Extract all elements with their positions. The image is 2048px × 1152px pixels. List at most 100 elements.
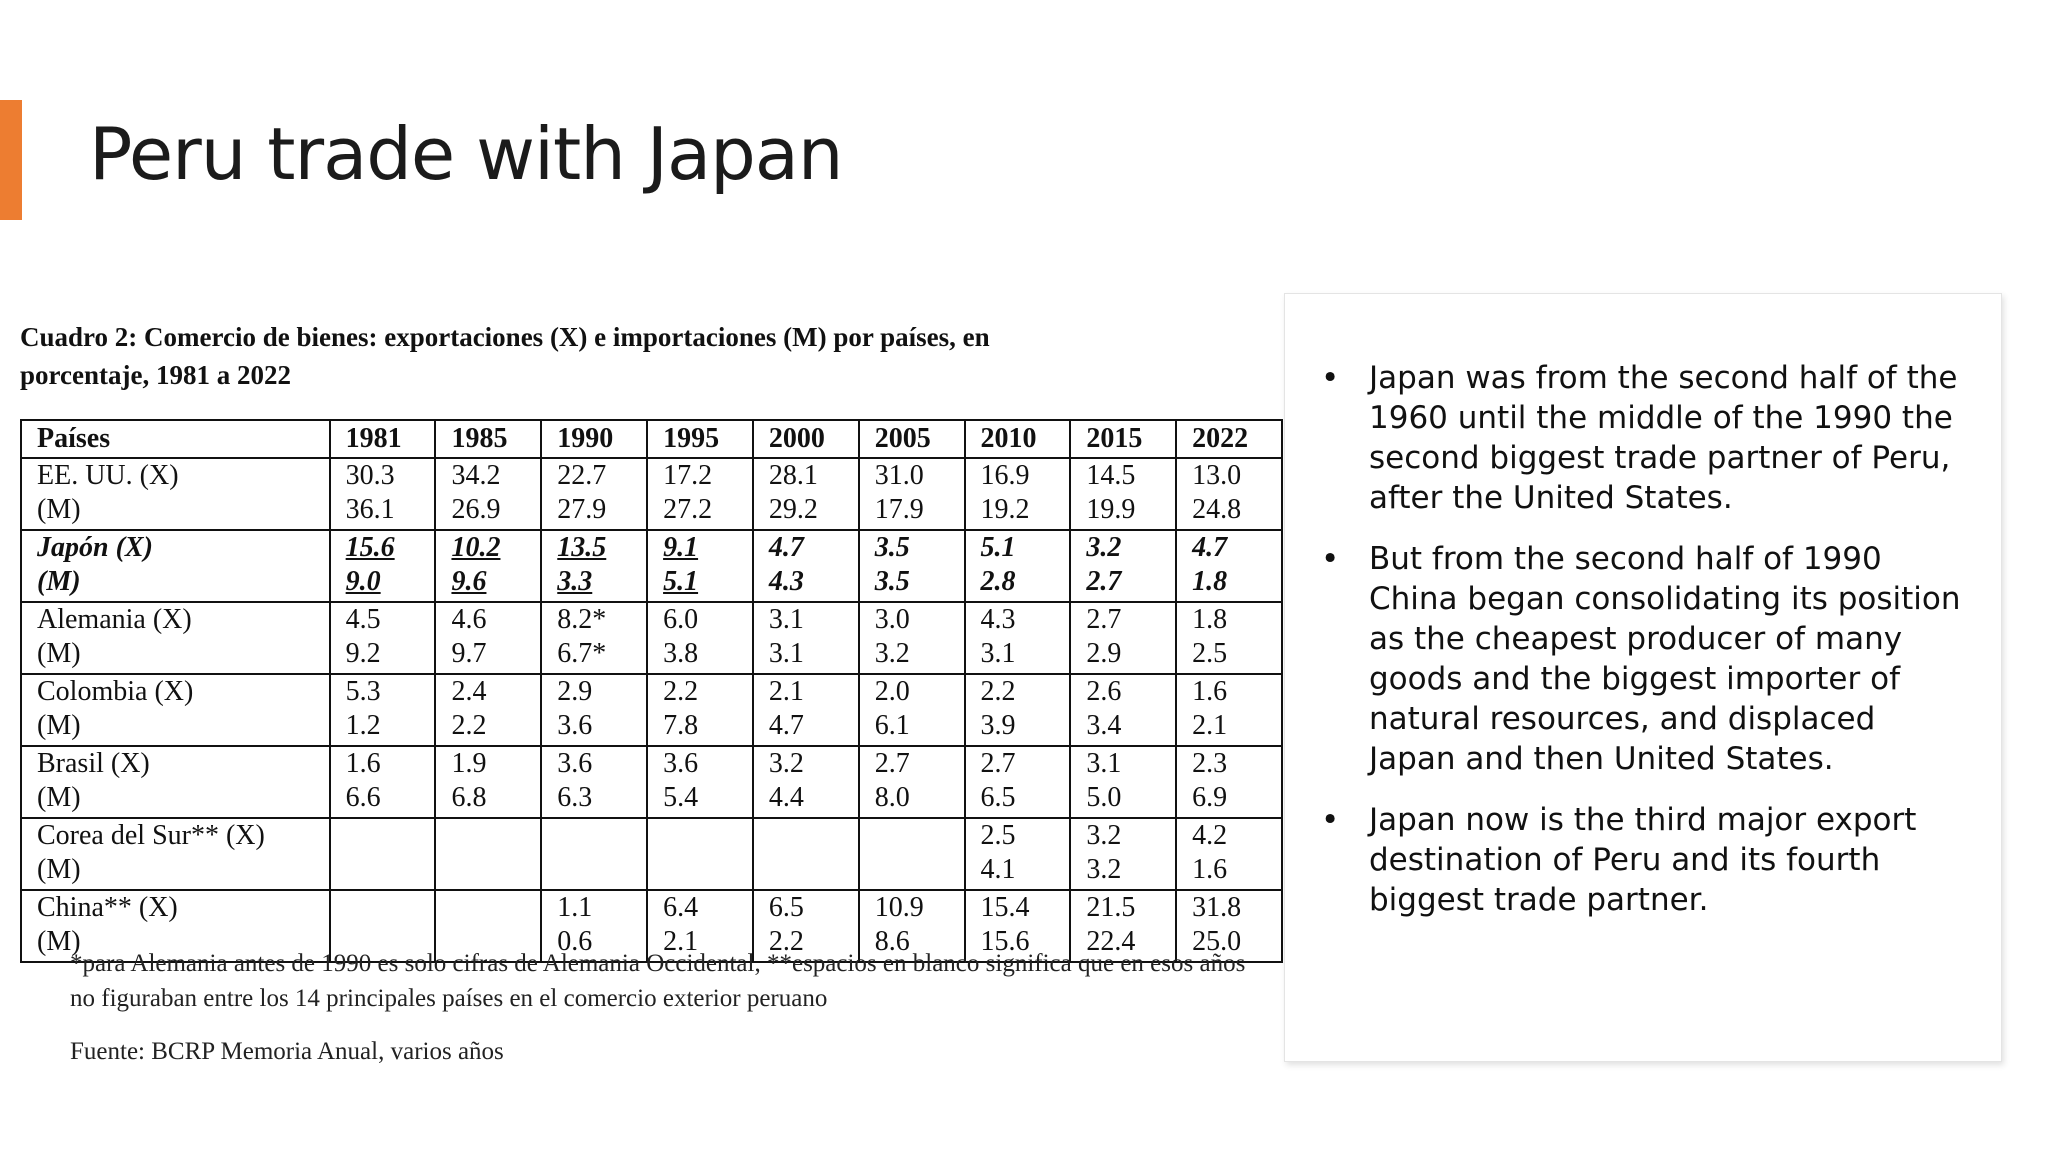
value-cell: 2.5 4.1 (963, 817, 1072, 891)
value-cell: 2.7 8.0 (857, 745, 966, 819)
export-value: 5.1 (980, 532, 1016, 563)
country-cell: Colombia (X) (M) (20, 673, 331, 747)
export-value: 6.5 (768, 892, 804, 923)
bullet-list: • Japan was from the second half of the 1… (1321, 358, 1969, 941)
value-cell: 9.1 5.1 (646, 529, 754, 603)
country-label-x: Brasil (X) (37, 748, 150, 779)
table-row-brazil: Brasil (X) (M) 1.6 6.6 1.9 6.8 3.6 6.3 3.6 5.… (20, 745, 1283, 819)
value-cell: 13.5 3.3 (540, 529, 649, 603)
country-cell: China** (X) (M) (20, 889, 331, 963)
trade-table: Países 1981 1985 1990 1995 2000 2005 201… (20, 419, 1283, 963)
export-value: 4.7 (768, 532, 804, 563)
header-year: 1985 (434, 419, 543, 459)
header-year: 1981 (328, 419, 437, 459)
value-cell: 6.4 2.1 (646, 889, 754, 963)
export-value: 3.1 (768, 604, 804, 635)
value-cell: 6.0 3.8 (646, 601, 754, 675)
import-value: 4.7 (768, 710, 804, 741)
value-cell: 1.6 2.1 (1175, 673, 1283, 747)
import-value: 36.1 (345, 494, 395, 525)
value-cell: 6.5 2.2 (751, 889, 860, 963)
country-label-x: Corea del Sur** (X) (37, 820, 265, 851)
value-cell: 13.0 24.8 (1175, 457, 1283, 531)
import-value: 6.1 (874, 710, 910, 741)
value-cell: 2.7 2.9 (1069, 601, 1178, 675)
title-accent-bar (0, 100, 22, 220)
import-value: 2.8 (980, 566, 1016, 597)
import-value: 6.7* (557, 638, 607, 669)
value-cell (434, 817, 543, 891)
bullet-text: But from the second half of 1990 China b… (1369, 541, 1961, 777)
import-value: 19.9 (1086, 494, 1136, 525)
header-year: 1995 (646, 419, 754, 459)
header-year: 1990 (540, 419, 649, 459)
import-value: 17.9 (874, 494, 924, 525)
export-value: 2.0 (874, 676, 910, 707)
export-value: 10.9 (874, 892, 924, 923)
import-value: 26.9 (451, 494, 501, 525)
import-value: 9.6 (451, 566, 487, 597)
value-cell: 3.6 5.4 (646, 745, 754, 819)
table-row-usa: EE. UU. (X) (M) 30.3 36.1 34.2 26.9 22.7 27.… (20, 457, 1283, 531)
import-value: 3.2 (874, 638, 910, 669)
import-value: 19.2 (980, 494, 1030, 525)
export-value: 4.5 (345, 604, 381, 635)
import-value: 3.8 (663, 638, 699, 669)
import-value: 29.2 (768, 494, 818, 525)
export-value: 2.6 (1086, 676, 1122, 707)
value-cell: 31.0 17.9 (857, 457, 966, 531)
table-header-row: Países 1981 1985 1990 1995 2000 2005 201… (20, 419, 1283, 459)
import-value: 2.2 (451, 710, 487, 741)
import-value: 15.6 (980, 926, 1030, 957)
value-cell: 17.2 27.2 (646, 457, 754, 531)
value-cell: 3.1 5.0 (1069, 745, 1178, 819)
bullet-item: • But from the second half of 1990 China … (1321, 539, 1969, 779)
header-year: 2015 (1069, 419, 1178, 459)
country-label-m: (M) (37, 782, 81, 813)
export-value: 13.5 (557, 532, 607, 563)
import-value: 3.4 (1086, 710, 1122, 741)
value-cell: 21.5 22.4 (1069, 889, 1178, 963)
import-value: 4.4 (768, 782, 804, 813)
export-value: 1.1 (557, 892, 593, 923)
value-cell: 2.9 3.6 (540, 673, 649, 747)
import-value: 6.8 (451, 782, 487, 813)
export-value: 2.3 (1192, 748, 1228, 779)
import-value: 7.8 (663, 710, 699, 741)
import-value: 2.2 (768, 926, 804, 957)
import-value: 1.2 (345, 710, 381, 741)
value-cell: 14.5 19.9 (1069, 457, 1178, 531)
value-cell: 3.2 4.4 (751, 745, 860, 819)
value-cell (646, 817, 754, 891)
export-value: 3.0 (874, 604, 910, 635)
export-value: 2.7 (980, 748, 1016, 779)
import-value: 9.2 (345, 638, 381, 669)
country-label-x: China** (X) (37, 892, 178, 923)
value-cell: 2.3 6.9 (1175, 745, 1283, 819)
import-value: 0.6 (557, 926, 593, 957)
value-cell: 4.7 1.8 (1175, 529, 1283, 603)
import-value: 3.1 (980, 638, 1016, 669)
import-value: 3.9 (980, 710, 1016, 741)
import-value: 1.8 (1192, 566, 1228, 597)
export-value: 34.2 (451, 460, 501, 491)
import-value: 4.1 (980, 854, 1016, 885)
value-cell: 3.5 3.5 (857, 529, 966, 603)
value-cell: 2.2 7.8 (646, 673, 754, 747)
import-value: 9.0 (345, 566, 381, 597)
header-year: 2000 (751, 419, 860, 459)
bullet-text: Japan now is the third major export dest… (1369, 802, 1917, 918)
import-value: 9.7 (451, 638, 487, 669)
country-label-x: Alemania (X) (37, 604, 192, 635)
export-value: 6.4 (663, 892, 699, 923)
bullet-item: • Japan was from the second half of the 1… (1321, 358, 1969, 518)
import-value: 6.5 (980, 782, 1016, 813)
slide-title: Peru trade with Japan (89, 112, 844, 196)
bullet-text: Japan was from the second half of the 19… (1369, 360, 1958, 516)
value-cell: 22.7 27.9 (540, 457, 649, 531)
value-cell (328, 889, 437, 963)
import-value: 2.9 (1086, 638, 1122, 669)
country-label-m: (M) (37, 566, 81, 597)
import-value: 27.2 (663, 494, 713, 525)
value-cell: 5.3 1.2 (328, 673, 437, 747)
